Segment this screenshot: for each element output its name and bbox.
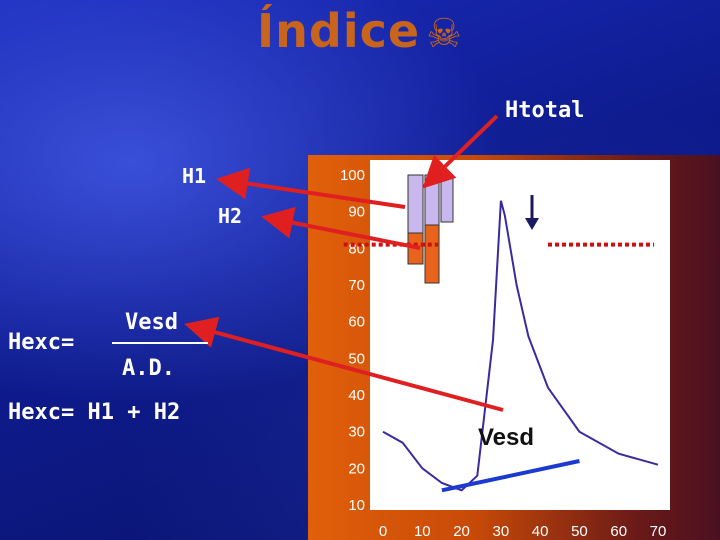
x-tick-label: 10	[414, 523, 431, 540]
x-tick-label: 40	[532, 523, 549, 540]
y-tick-label: 40	[348, 387, 365, 404]
tube-h2-bar	[424, 174, 440, 226]
y-tick-label: 10	[348, 497, 365, 514]
fraction-denominator: A.D.	[122, 356, 175, 381]
tube-h2-red	[424, 224, 440, 284]
x-tick-label: 70	[650, 523, 667, 540]
y-tick-label: 100	[340, 167, 365, 184]
skull-icon: ☠	[426, 11, 463, 57]
tube-htotal-bar	[440, 174, 454, 223]
baseline-segment	[441, 459, 580, 493]
x-tick-label: 50	[571, 523, 588, 540]
unit-glyph: ☠	[546, 193, 559, 217]
x-tick-label: 30	[493, 523, 510, 540]
arrow-htotal	[422, 114, 499, 189]
unit-label: mm/h	[594, 193, 643, 217]
hexc-sum-formula: Hexc= H1 + H2	[8, 400, 181, 425]
arrow-h2	[261, 206, 421, 250]
hexc-prefix: Hexc=	[8, 330, 75, 355]
y-tick-label: 70	[348, 277, 365, 294]
tube-h1-bar	[407, 174, 424, 234]
arrow-vesd	[184, 316, 504, 412]
x-tick-labels: 0 10 20 30 40 50 60 70	[379, 523, 667, 540]
htotal-label: Htotal	[505, 98, 585, 123]
slide-title: Índice ☠	[0, 4, 720, 58]
x-tick-label: 60	[610, 523, 627, 540]
y-tick-label: 20	[348, 460, 365, 477]
h1-label: H1	[182, 164, 207, 188]
y-tick-label: 30	[348, 424, 365, 441]
arrow-h1	[216, 167, 406, 209]
y-tick-label: 60	[348, 314, 365, 331]
x-tick-label: 20	[453, 523, 470, 540]
vesd-curve-label: Vesd	[478, 424, 535, 451]
y-tick-label: 50	[348, 350, 365, 367]
h2-label: H2	[218, 204, 243, 228]
y-tick-label: 90	[348, 204, 365, 221]
x-tick-label: 0	[379, 523, 387, 540]
title-text: Índice	[257, 4, 421, 58]
down-arrow-icon	[525, 218, 539, 230]
vesd-curve	[382, 200, 659, 492]
fraction-numerator: Vesd	[125, 310, 178, 335]
